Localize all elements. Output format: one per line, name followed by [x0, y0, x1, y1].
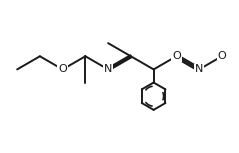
Text: N: N [195, 64, 203, 74]
Text: O: O [58, 64, 67, 74]
Text: O: O [104, 64, 113, 74]
Text: O: O [217, 51, 226, 61]
Text: O: O [172, 51, 181, 61]
Text: N: N [104, 64, 112, 74]
